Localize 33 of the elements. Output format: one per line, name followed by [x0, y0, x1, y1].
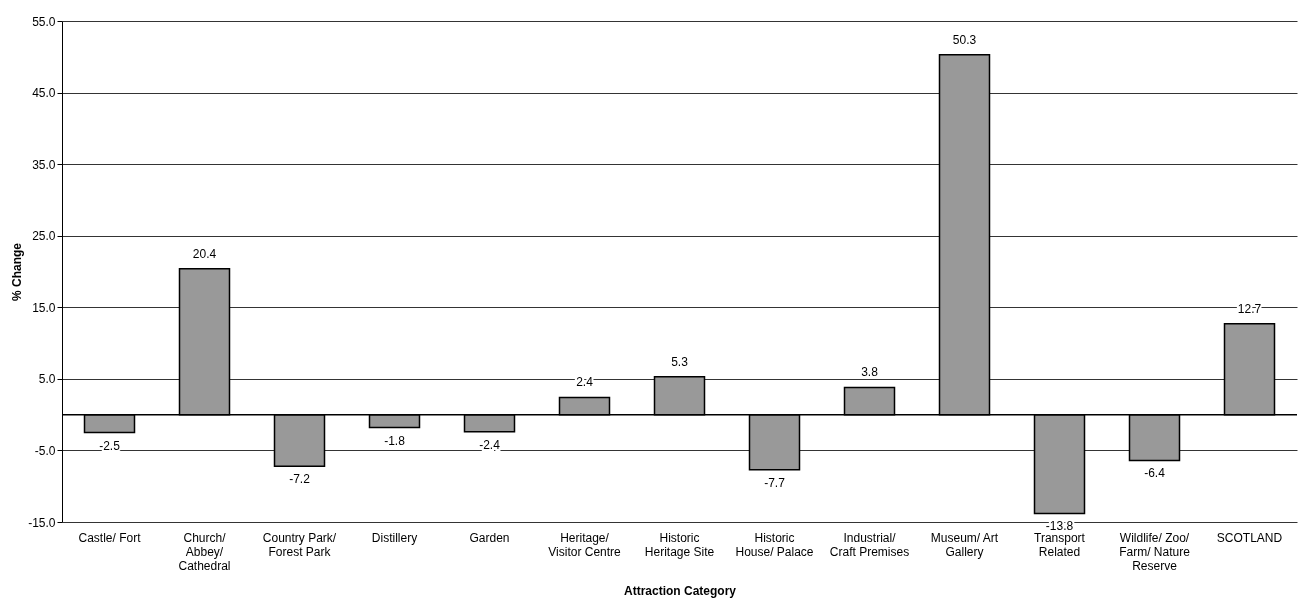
x-axis-title: Attraction Category — [623, 583, 737, 598]
y-tick-label: 55.0 — [32, 14, 56, 29]
x-tick-label: Church/ Abbey/ Cathedral — [178, 530, 231, 573]
x-tick-label: Wildlife/ Zoo/ Farm/ Nature Reserve — [1119, 530, 1191, 573]
data-label: -1.8 — [384, 433, 406, 448]
x-tick-label: Garden — [469, 530, 510, 545]
data-label: 20.4 — [192, 246, 217, 261]
x-tick-label: Distillery — [371, 530, 418, 545]
y-tick-label: 25.0 — [32, 229, 56, 244]
y-axis-title: % Change — [10, 242, 25, 302]
y-tick-label: -15.0 — [28, 515, 56, 530]
data-label: 3.8 — [861, 365, 879, 380]
y-tick-label: 5.0 — [38, 372, 56, 387]
data-label: -7.7 — [764, 475, 786, 490]
x-tick-label: Historic House/ Palace — [735, 530, 814, 559]
data-label: 5.3 — [671, 354, 689, 369]
x-tick-label: SCOTLAND — [1216, 530, 1283, 545]
x-tick-label: Museum/ Art Gallery — [930, 530, 999, 559]
x-tick-label: Heritage/ Visitor Centre — [548, 530, 622, 559]
x-tick-label: Country Park/ Forest Park — [262, 530, 337, 559]
data-label: -7.2 — [289, 472, 311, 487]
data-label: 50.3 — [952, 32, 977, 47]
y-tick-label: 35.0 — [32, 157, 56, 172]
x-tick-label: Historic Heritage Site — [644, 530, 715, 559]
data-label: 2.4 — [576, 375, 594, 390]
x-tick-label: Industrial/ Craft Premises — [829, 530, 910, 559]
y-tick-label: -5.0 — [34, 443, 56, 458]
x-tick-label: Castle/ Fort — [78, 530, 142, 545]
data-label: -2.5 — [99, 438, 121, 453]
data-label: -6.4 — [1144, 466, 1166, 481]
data-label: -2.4 — [479, 437, 501, 452]
y-tick-label: 45.0 — [32, 86, 56, 101]
y-tick-label: 15.0 — [32, 300, 56, 315]
